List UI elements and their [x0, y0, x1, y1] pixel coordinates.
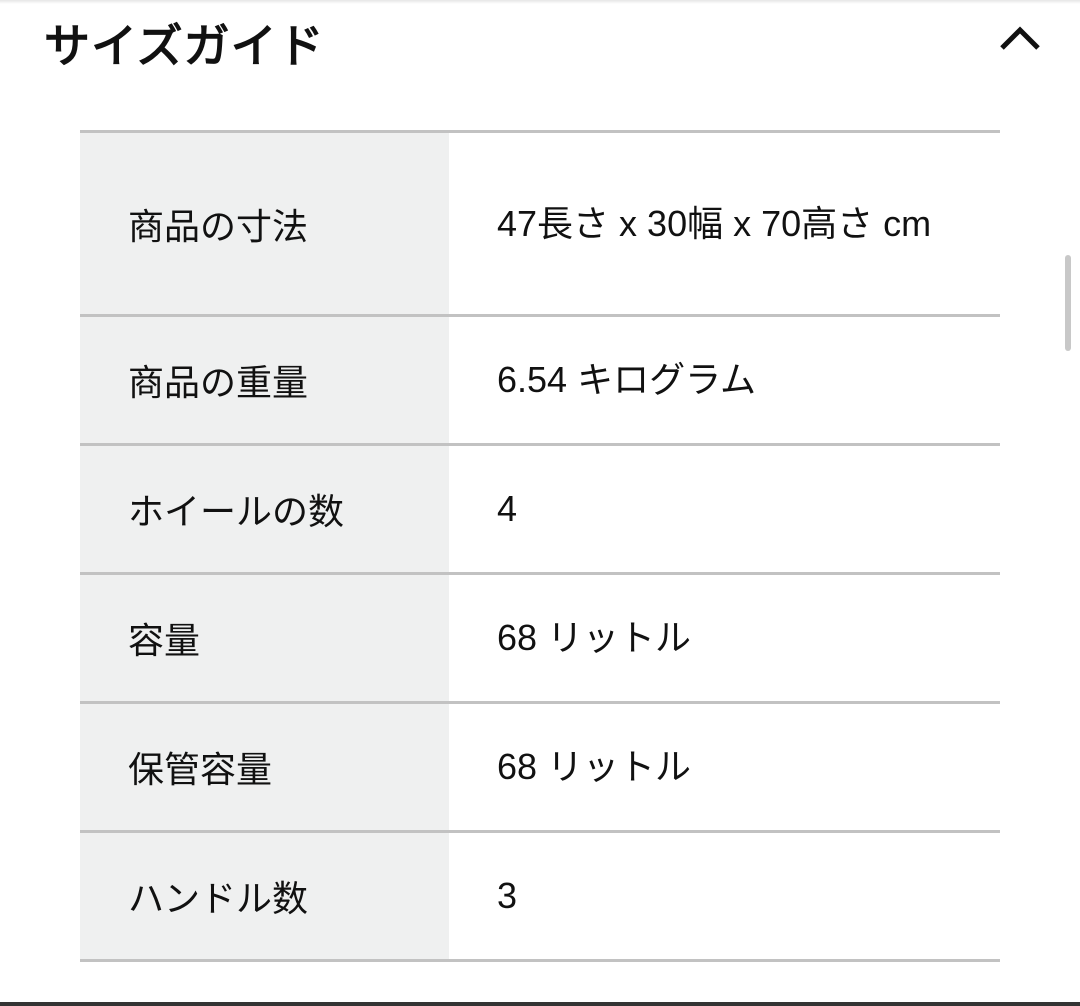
chevron-up-icon[interactable] [998, 22, 1042, 52]
row-label: ハンドル数 [80, 830, 449, 962]
row-label: 商品の重量 [80, 314, 449, 446]
row-value: 68 リットル [449, 701, 1000, 833]
scrollbar[interactable] [1065, 255, 1071, 351]
size-guide-table: 商品の寸法 47長さ x 30幅 x 70高さ cm 商品の重量 6.54 キロ… [80, 130, 1000, 962]
table-row: 商品の寸法 47長さ x 30幅 x 70高さ cm [80, 130, 1000, 317]
row-value: 68 リットル [449, 572, 1000, 704]
row-label: ホイールの数 [80, 443, 449, 575]
row-value: 4 [449, 443, 1000, 575]
table-row: 商品の重量 6.54 キログラム [80, 314, 1000, 446]
row-value: 6.54 キログラム [449, 314, 1000, 446]
row-value: 3 [449, 830, 1000, 962]
table-row: ハンドル数 3 [80, 830, 1000, 962]
row-label: 保管容量 [80, 701, 449, 833]
section-title: サイズガイド [44, 20, 325, 72]
top-shadow [0, 0, 1080, 4]
table-row: ホイールの数 4 [80, 443, 1000, 575]
row-value: 47長さ x 30幅 x 70高さ cm [449, 130, 1000, 317]
table-row: 容量 68 リットル [80, 572, 1000, 704]
row-label: 容量 [80, 572, 449, 704]
row-label: 商品の寸法 [80, 130, 449, 317]
bottom-divider [0, 1002, 1080, 1006]
table-row: 保管容量 68 リットル [80, 701, 1000, 833]
